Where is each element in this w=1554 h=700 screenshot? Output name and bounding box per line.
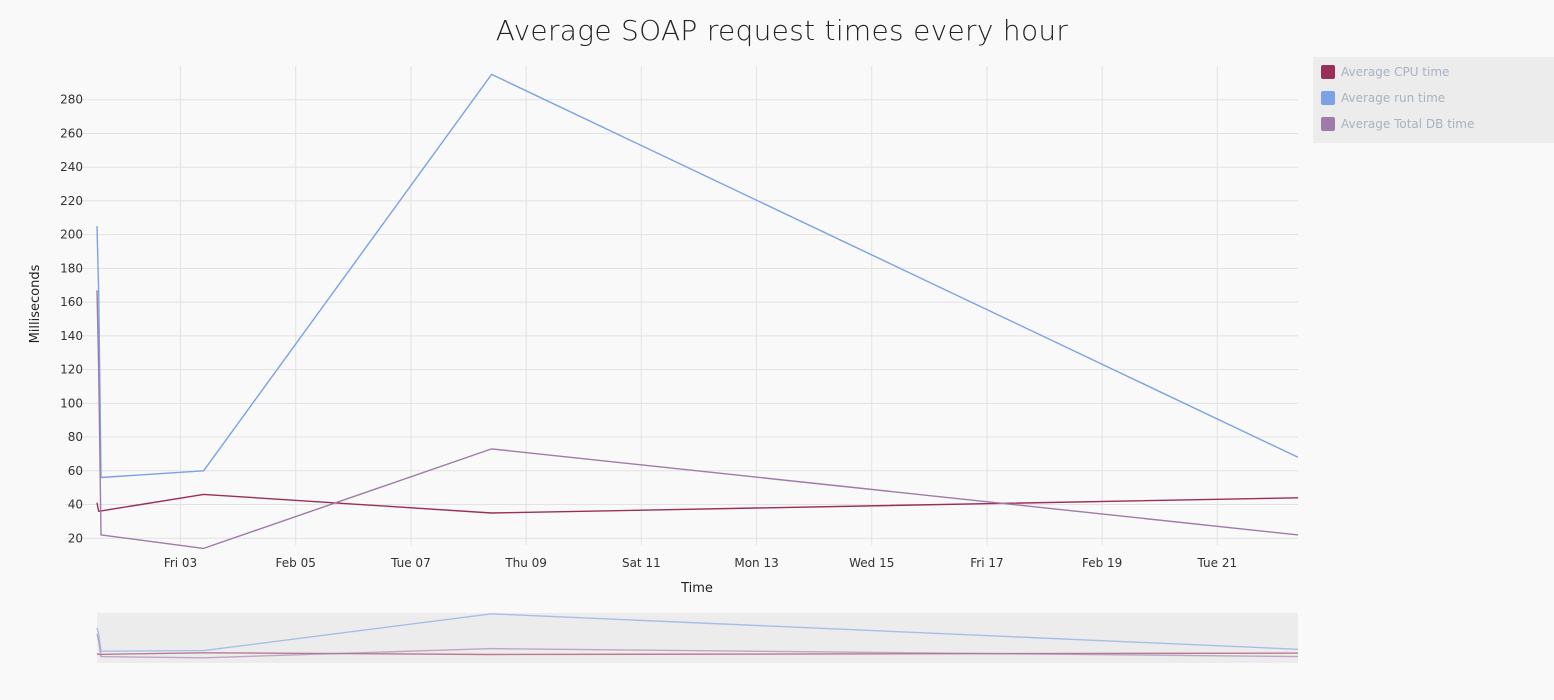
navigator-line — [96, 613, 1299, 652]
y-axis-title: Milliseconds — [28, 264, 43, 343]
x-tick-label: Mon 13 — [734, 556, 778, 570]
legend-label: Average CPU time — [1341, 65, 1450, 79]
legend-label: Average Total DB time — [1341, 117, 1475, 131]
y-tick-label: 240 — [60, 160, 83, 174]
navigator-line — [96, 652, 1299, 656]
series-line-average-total-db-time[interactable] — [96, 290, 1299, 550]
legend-swatch — [1321, 117, 1335, 131]
y-tick-label: 260 — [60, 126, 83, 140]
y-tick-label: 200 — [60, 228, 83, 242]
x-axis-ticks: Fri 03 Feb 05 Tue 07 Thu 09 Sat 11 Mon 13 Wed … — [164, 556, 1237, 570]
legend: Average CPU time Average run time Average … — [1313, 57, 1554, 143]
x-tick-label: Wed 15 — [849, 556, 894, 570]
x-tick-label: Thu 09 — [504, 556, 547, 570]
legend-item-average-run-time[interactable]: Average run time — [1321, 89, 1445, 107]
x-tick-label: Tue 21 — [1197, 556, 1238, 570]
x-tick-label: Fri 17 — [970, 556, 1003, 570]
x-tick-label: Feb 19 — [1082, 556, 1122, 570]
x-axis-title: Time — [680, 581, 713, 596]
y-tick-label: 40 — [68, 498, 83, 512]
legend-swatch — [1321, 65, 1335, 79]
y-axis-ticks: 20 40 60 80 100 120 140 160 180 200 220 240 260 280 — [60, 93, 83, 546]
series-lines[interactable] — [96, 73, 1299, 550]
navigator-series — [96, 613, 1299, 659]
y-tick-label: 80 — [68, 430, 83, 444]
x-tick-label: Fri 03 — [164, 556, 197, 570]
y-tick-label: 140 — [60, 329, 83, 343]
y-tick-label: 160 — [60, 295, 83, 309]
y-tick-label: 280 — [60, 93, 83, 107]
range-navigator[interactable] — [96, 613, 1299, 663]
y-tick-label: 120 — [60, 363, 83, 377]
y-tick-label: 20 — [68, 531, 83, 545]
x-tick-label: Tue 07 — [390, 556, 431, 570]
x-tick-label: Sat 11 — [622, 556, 661, 570]
y-tick-label: 220 — [60, 194, 83, 208]
legend-item-average-total-db-time[interactable]: Average Total DB time — [1321, 115, 1474, 133]
series-line-average-cpu-time[interactable] — [96, 493, 1299, 514]
legend-swatch — [1321, 91, 1335, 105]
series-line-average-run-time[interactable] — [96, 73, 1299, 479]
chart-title: Average SOAP request times every hour — [495, 14, 1069, 47]
navigator-line — [96, 633, 1299, 659]
x-tick-label: Feb 05 — [276, 556, 316, 570]
y-tick-label: 100 — [60, 396, 83, 410]
legend-label: Average run time — [1341, 91, 1446, 105]
legend-item-average-cpu-time[interactable]: Average CPU time — [1321, 63, 1449, 81]
y-tick-label: 180 — [60, 261, 83, 275]
y-tick-label: 60 — [68, 464, 83, 478]
grid — [65, 66, 1298, 545]
